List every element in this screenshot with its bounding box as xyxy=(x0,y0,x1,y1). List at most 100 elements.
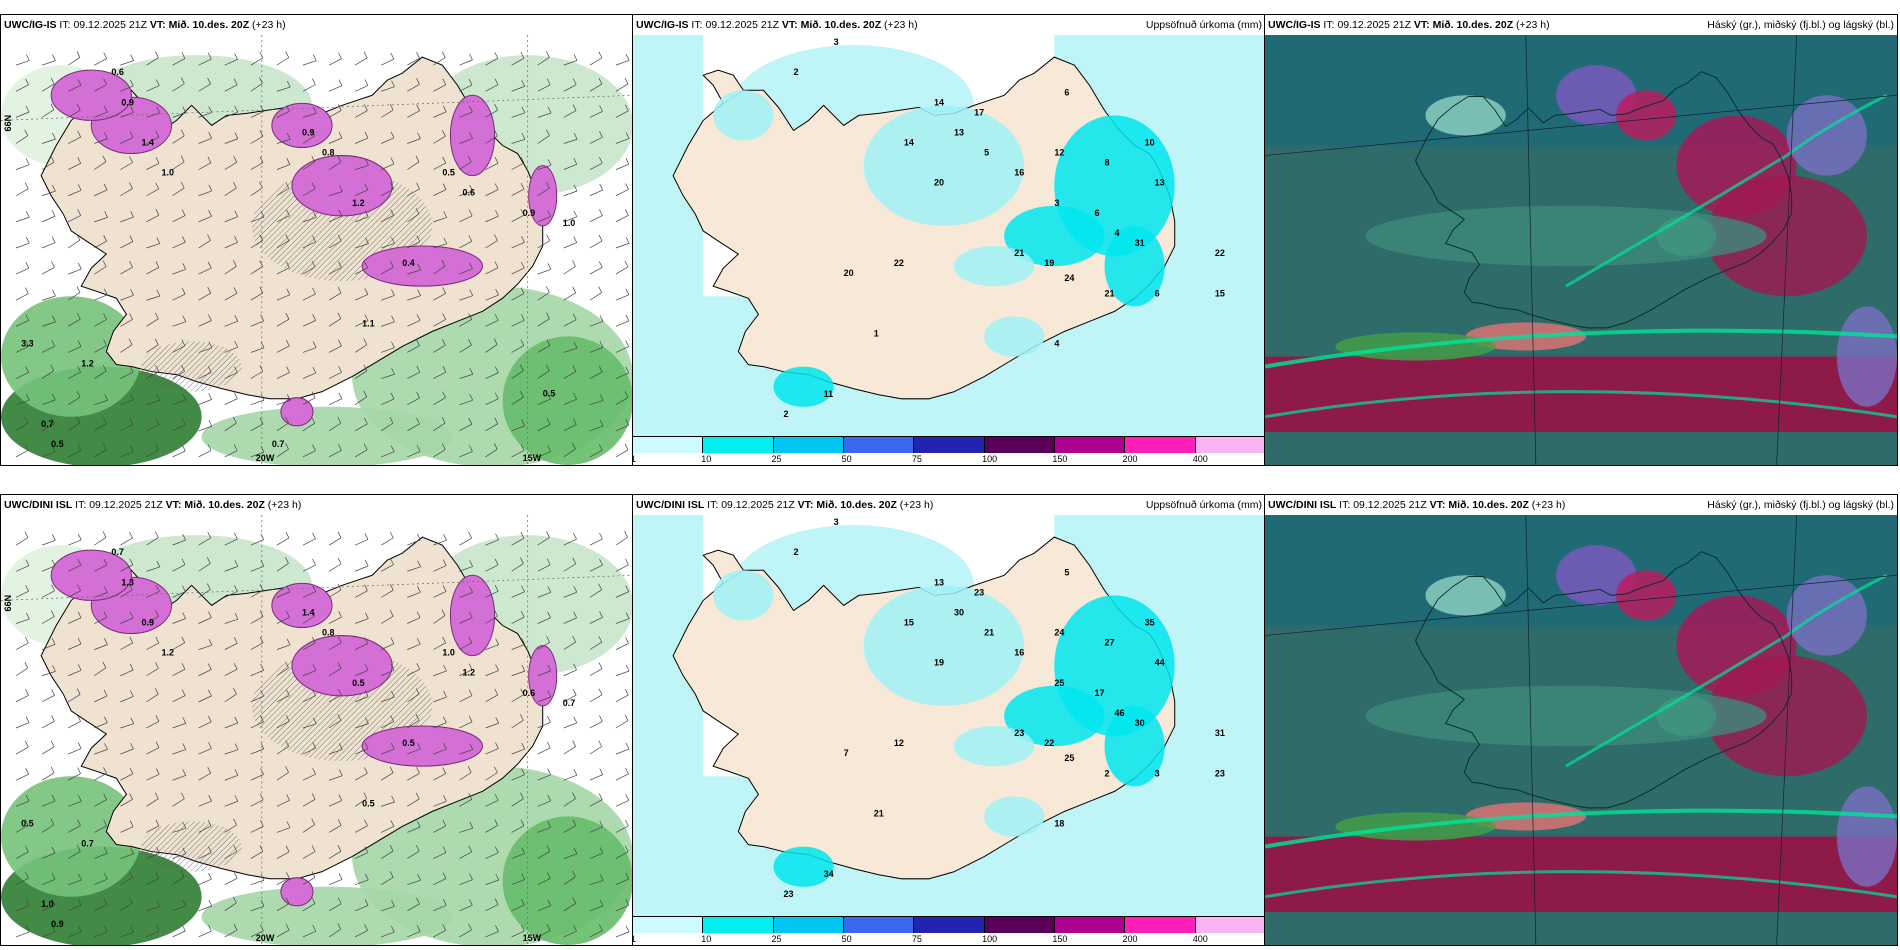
vt-label: VT: xyxy=(165,499,182,511)
precip-label: 0.8 xyxy=(322,148,335,158)
precip-value: 20 xyxy=(844,268,854,278)
precip-label: 0.9 xyxy=(141,618,154,628)
colorbar-swatch xyxy=(1195,917,1265,933)
lead-time: (+23 h) xyxy=(1516,19,1550,31)
precip-value: 11 xyxy=(824,389,834,399)
precip-label: 0.4 xyxy=(402,258,415,268)
precip-label: 1.0 xyxy=(41,899,54,909)
precip-map: 3 2 5 13 23 30 15 21 24 27 16 19 25 17 46 35 44 30 23 22 25 1… xyxy=(633,515,1265,917)
it-value: 09.12.2025 21Z xyxy=(721,499,795,511)
iceland-land xyxy=(672,56,1176,400)
vt-value: Mið. 10.des. 20Z xyxy=(184,499,265,511)
snow-area xyxy=(50,549,132,601)
snow-area xyxy=(361,245,484,287)
precip-value: 25 xyxy=(1054,678,1064,688)
precip-label: 0.5 xyxy=(442,168,455,178)
precip-shade xyxy=(502,336,633,465)
model-name: UWC/DINI ISL xyxy=(1268,499,1337,511)
vt-label: VT: xyxy=(1429,499,1446,511)
colorbar-tick: 150 xyxy=(1052,934,1068,944)
precip-shade xyxy=(201,886,453,945)
precip-value: 27 xyxy=(1104,638,1114,648)
precip-map: 3 2 6 14 17 13 14 5 12 8 16 20 3 6 4 10 13 31 21 19 24 22 20 11… xyxy=(633,35,1265,437)
precip-shade xyxy=(863,105,1025,226)
colorbar-tick: 400 xyxy=(1192,454,1208,464)
precip-label: 1.2 xyxy=(81,359,94,369)
precip-label: 1.0 xyxy=(563,218,576,228)
precip-label: 1.4 xyxy=(141,138,154,148)
panel-header: UWC/IG-IS IT: 09.12.2025 21Z VT: Mið. 10… xyxy=(1265,15,1897,35)
precip-shade xyxy=(954,246,1035,287)
precip-value: 13 xyxy=(934,577,944,587)
it-value: 09.12.2025 21Z xyxy=(73,19,147,31)
precip-value: 21 xyxy=(984,628,994,638)
colorbar-swatch xyxy=(773,917,844,933)
precip-value: 19 xyxy=(1044,258,1054,268)
colorbar-swatch xyxy=(1054,437,1126,453)
cloud-layer xyxy=(1616,90,1677,141)
it-value: 09.12.2025 21Z xyxy=(1353,499,1427,511)
cloud-map xyxy=(1265,35,1897,465)
precip-shade xyxy=(1104,225,1165,307)
it-label: IT: xyxy=(1339,499,1351,511)
colorbar-tick: 25 xyxy=(771,454,782,464)
model-name: UWC/DINI ISL xyxy=(4,499,73,511)
wind-map: 66N 20W 15W 0.6 0.9 1.4 1.0 0.9 0.8 1.2 0.5 0.6 0.9 0… xyxy=(1,35,633,465)
precip-value: 3 xyxy=(1054,198,1059,208)
colorbar-swatch xyxy=(1195,437,1265,453)
lead-time: (+23 h) xyxy=(267,499,302,511)
cloud-layer xyxy=(1616,570,1677,621)
precip-title: Uppsöfnuð úrkoma (mm) xyxy=(1145,19,1262,31)
snow-area xyxy=(291,635,393,697)
panel-header: UWC/DINI ISL IT: 09.12.2025 21Z VT: Mið.… xyxy=(1,495,633,515)
precip-label: 0.5 xyxy=(362,798,375,808)
precip-shade xyxy=(1104,705,1165,787)
precip-label: 1.0 xyxy=(162,168,175,178)
precip-value: 1 xyxy=(874,328,879,338)
cloud-layer xyxy=(1365,205,1767,267)
precip-value: 23 xyxy=(1014,728,1024,738)
model-name: UWC/IG-IS xyxy=(636,19,689,31)
colorbar-swatch xyxy=(633,437,704,453)
precip-panel-top: UWC/IG-IS IT: 09.12.2025 21Z VT: Mið. 10… xyxy=(632,14,1266,466)
precip-label: 1.3 xyxy=(121,577,134,587)
precip-shade xyxy=(1,296,142,417)
precip-value: 2 xyxy=(783,409,788,419)
precip-value: 24 xyxy=(1054,628,1064,638)
precip-shade xyxy=(984,796,1045,837)
colorbar-swatch xyxy=(703,437,774,453)
precip-value: 7 xyxy=(844,748,849,758)
precip-value: 21 xyxy=(874,808,884,818)
snow-area xyxy=(528,165,558,227)
wind-panel-bottom: UWC/DINI ISL IT: 09.12.2025 21Z VT: Mið.… xyxy=(0,494,634,946)
precip-value: 4 xyxy=(1115,228,1120,238)
colorbar-swatch xyxy=(633,917,704,933)
precip-value: 14 xyxy=(904,138,914,148)
precip-value: 15 xyxy=(1215,288,1225,298)
lead-time: (+23 h) xyxy=(1531,499,1566,511)
vt-label: VT: xyxy=(781,19,798,31)
colorbar-tick: 1 xyxy=(633,934,636,944)
precip-value: 25 xyxy=(1064,753,1074,763)
precip-value: 12 xyxy=(1054,148,1064,158)
precip-shade xyxy=(773,366,834,407)
precip-value: 31 xyxy=(1215,728,1225,738)
cloud-layer xyxy=(1706,175,1867,297)
precip-label: 3.3 xyxy=(21,338,34,348)
precip-value: 14 xyxy=(934,97,944,107)
colorbar-tick: 75 xyxy=(911,454,922,464)
colorbar-tick: 200 xyxy=(1122,934,1138,944)
colorbar-tick: 10 xyxy=(701,934,712,944)
snow-area xyxy=(271,102,333,149)
precip-value: 22 xyxy=(1044,738,1054,748)
panel-header: UWC/DINI ISL IT: 09.12.2025 21Z VT: Mið.… xyxy=(1265,495,1897,515)
precip-value: 6 xyxy=(1094,208,1099,218)
it-value: 09.12.2025 21Z xyxy=(705,19,779,31)
precip-value: 5 xyxy=(984,148,989,158)
precip-label: 1.4 xyxy=(302,607,315,617)
cloud-layer xyxy=(1555,545,1637,606)
precip-value: 8 xyxy=(1104,158,1109,168)
snow-area xyxy=(280,877,314,907)
vt-label: VT: xyxy=(797,499,814,511)
it-label: IT: xyxy=(1323,19,1335,31)
